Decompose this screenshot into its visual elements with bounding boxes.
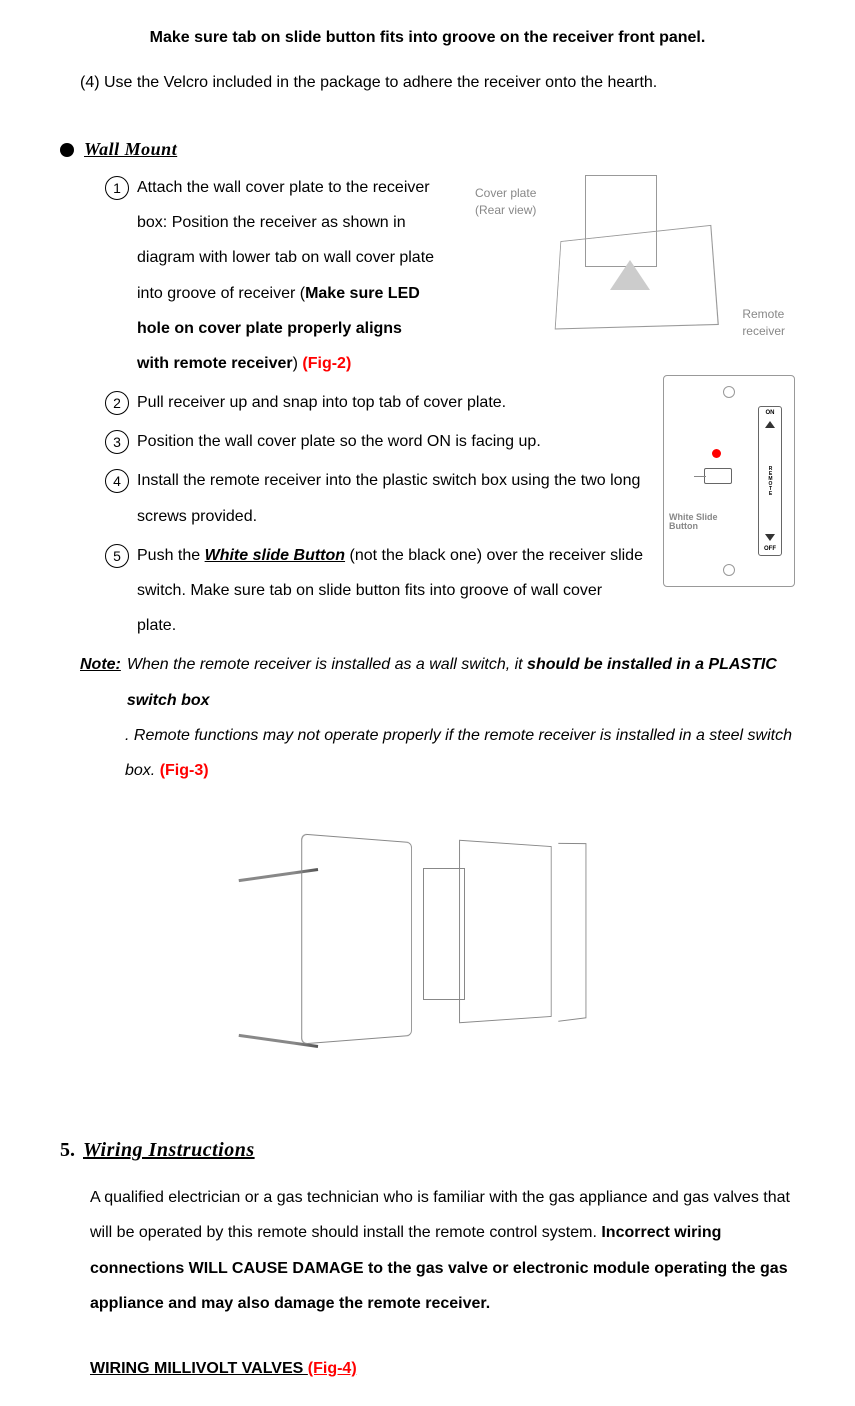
remote-label: REMOTE <box>768 466 773 496</box>
slide-track: ON REMOTE OFF <box>758 406 782 556</box>
wiring-subheading: WIRING MILLIVOLT VALVES (Fig-4) <box>60 1351 795 1386</box>
item-5-text-b: White slide Button <box>205 547 345 564</box>
wall-mount-title: Wall Mount <box>84 130 177 170</box>
note-text-a: When the remote receiver is installed as… <box>127 656 527 673</box>
circled-number-icon: 4 <box>105 469 129 493</box>
wall-plate-diagram: ON REMOTE OFF White Slide Button <box>663 375 795 587</box>
bullet-icon <box>60 143 74 157</box>
fig-2-label: (Fig-2) <box>302 355 351 372</box>
led-icon <box>712 449 721 458</box>
fig-4-label: (Fig-4) <box>308 1360 357 1377</box>
screw-icon <box>723 564 735 576</box>
item-3-text: Position the wall cover plate so the wor… <box>137 424 643 459</box>
item-1-text-a: Attach the wall cover plate to the recei… <box>137 179 434 302</box>
item-4-text: Install the remote receiver into the pla… <box>137 463 643 533</box>
circled-number-icon: 5 <box>105 544 129 568</box>
note-label: Note: <box>80 647 121 682</box>
switch-box-shape <box>459 840 552 1024</box>
circled-number-icon: 3 <box>105 430 129 454</box>
note-row: Note: When the remote receiver is instal… <box>60 647 795 717</box>
wall-mount-content: 1 Attach the wall cover plate to the rec… <box>60 170 795 647</box>
cover-plate-label: Cover plate(Rear view) <box>475 185 536 219</box>
wall-mount-heading: Wall Mount <box>60 130 795 170</box>
note-text-c: . Remote functions may not operate prope… <box>125 727 792 779</box>
fig-3-label: (Fig-3) <box>160 762 209 779</box>
list-item: 1 Attach the wall cover plate to the rec… <box>105 170 435 381</box>
switch-icon <box>704 468 732 484</box>
item-2-text: Pull receiver up and snap into top tab o… <box>137 385 643 420</box>
off-label: OFF <box>759 546 781 552</box>
note-body: . Remote functions may not operate prope… <box>60 718 795 788</box>
list-item: 4 Install the remote receiver into the p… <box>105 463 643 533</box>
fig-2-diagram: Cover plate(Rear view) Remotereceiver <box>455 170 785 370</box>
list-item: 3 Position the wall cover plate so the w… <box>105 424 643 459</box>
circled-number-icon: 1 <box>105 176 129 200</box>
intro-line-2: (4) Use the Velcro included in the packa… <box>60 65 795 100</box>
section-5-body: A qualified electrician or a gas technic… <box>60 1180 795 1321</box>
cover-plate-shape <box>301 834 412 1045</box>
wiring-sub-text: WIRING MILLIVOLT VALVES <box>90 1360 308 1377</box>
white-slide-button-label: White Slide Button <box>669 513 739 531</box>
intro-line-1: Make sure tab on slide button fits into … <box>60 20 795 55</box>
remote-receiver-label: Remotereceiver <box>742 306 785 340</box>
circled-number-icon: 2 <box>105 391 129 415</box>
list-item: 5 Push the White slide Button (not the b… <box>105 538 643 644</box>
list-item: 2 Pull receiver up and snap into top tab… <box>105 385 643 420</box>
item-1-text-c: ) <box>293 355 303 372</box>
triangle-down-icon <box>765 534 775 541</box>
switch-box-side-shape <box>558 843 586 1022</box>
section-5-number: 5. <box>60 1128 75 1172</box>
triangle-up-icon <box>765 421 775 428</box>
screw-icon <box>723 386 735 398</box>
section-5-title: Wiring Instructions <box>83 1128 255 1172</box>
section-5-heading: 5. Wiring Instructions <box>60 1128 795 1172</box>
on-label: ON <box>759 410 781 416</box>
exploded-view-diagram <box>238 818 618 1098</box>
item-5-text-a: Push the <box>137 547 205 564</box>
